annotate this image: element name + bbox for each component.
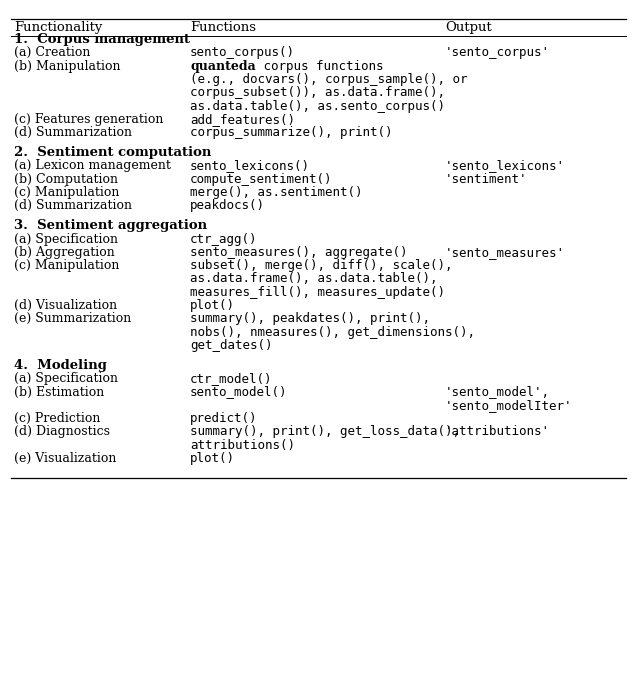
Text: (c) Manipulation: (c) Manipulation (14, 186, 120, 199)
Text: 4.  Modeling: 4. Modeling (14, 359, 107, 372)
Text: (e.g., docvars(), corpus_sample(), or: (e.g., docvars(), corpus_sample(), or (190, 73, 468, 86)
Text: add_features(): add_features() (190, 113, 295, 125)
Text: (a) Specification: (a) Specification (14, 372, 118, 385)
Text: (a) Lexicon management: (a) Lexicon management (14, 160, 171, 173)
Text: (a) Creation: (a) Creation (14, 46, 90, 59)
Text: merge(), as.sentiment(): merge(), as.sentiment() (190, 186, 363, 199)
Text: predict(): predict() (190, 412, 257, 425)
Text: summary(), print(), get_loss_data(),: summary(), print(), get_loss_data(), (190, 426, 460, 439)
Text: sento_measures(), aggregate(): sento_measures(), aggregate() (190, 246, 408, 258)
Text: Functionality: Functionality (14, 21, 102, 34)
Text: corpus_subset()), as.data.frame(),: corpus_subset()), as.data.frame(), (190, 86, 445, 99)
Text: (c) Manipulation: (c) Manipulation (14, 259, 120, 272)
Text: Output: Output (445, 21, 492, 34)
Text: nobs(), nmeasures(), get_dimensions(),: nobs(), nmeasures(), get_dimensions(), (190, 325, 475, 338)
Text: 'sento_modelIter': 'sento_modelIter' (445, 399, 572, 412)
Text: plot(): plot() (190, 299, 235, 312)
Text: (a) Specification: (a) Specification (14, 233, 118, 246)
Text: as.data.table(), as.sento_corpus(): as.data.table(), as.sento_corpus() (190, 100, 445, 113)
Text: sento_lexicons(): sento_lexicons() (190, 160, 310, 173)
Text: (b) Manipulation: (b) Manipulation (14, 59, 120, 72)
Text: subset(), merge(), diff(), scale(),: subset(), merge(), diff(), scale(), (190, 259, 452, 272)
Text: corpus functions: corpus functions (256, 59, 383, 72)
Text: 'sento_measures': 'sento_measures' (445, 246, 564, 258)
Text: (d) Visualization: (d) Visualization (14, 299, 117, 312)
Text: (c) Features generation: (c) Features generation (14, 113, 163, 125)
Text: (b) Computation: (b) Computation (14, 173, 118, 186)
Text: 'sento_corpus': 'sento_corpus' (445, 46, 550, 59)
Text: get_dates(): get_dates() (190, 339, 273, 352)
Text: ctr_agg(): ctr_agg() (190, 233, 257, 246)
Text: 1.  Corpus management: 1. Corpus management (14, 33, 190, 46)
Text: (d) Diagnostics: (d) Diagnostics (14, 426, 110, 439)
Text: as.data.frame(), as.data.table(),: as.data.frame(), as.data.table(), (190, 272, 438, 285)
Text: (c) Prediction: (c) Prediction (14, 412, 100, 425)
Text: measures_fill(), measures_update(): measures_fill(), measures_update() (190, 286, 445, 299)
Text: summary(), peakdates(), print(),: summary(), peakdates(), print(), (190, 312, 430, 325)
Text: 'sento_lexicons': 'sento_lexicons' (445, 160, 564, 173)
Text: 'attributions': 'attributions' (445, 426, 550, 439)
Text: sento_model(): sento_model() (190, 385, 287, 398)
Text: plot(): plot() (190, 452, 235, 465)
Text: 2.  Sentiment computation: 2. Sentiment computation (14, 146, 211, 159)
Text: 3.  Sentiment aggregation: 3. Sentiment aggregation (14, 219, 207, 232)
Text: (b) Estimation: (b) Estimation (14, 385, 104, 398)
Text: (d) Summarization: (d) Summarization (14, 199, 132, 212)
Text: (e) Summarization: (e) Summarization (14, 312, 131, 325)
Text: (e) Visualization: (e) Visualization (14, 452, 116, 465)
Text: 'sentiment': 'sentiment' (445, 173, 527, 186)
Text: Functions: Functions (190, 21, 256, 34)
Text: peakdocs(): peakdocs() (190, 199, 265, 212)
Text: sento_corpus(): sento_corpus() (190, 46, 295, 59)
Text: ctr_model(): ctr_model() (190, 372, 273, 385)
Text: quanteda: quanteda (190, 59, 256, 72)
Text: attributions(): attributions() (190, 439, 295, 451)
Text: (b) Aggregation: (b) Aggregation (14, 246, 115, 258)
Text: 'sento_model',: 'sento_model', (445, 385, 550, 398)
Text: (d) Summarization: (d) Summarization (14, 126, 132, 139)
Text: corpus_summarize(), print(): corpus_summarize(), print() (190, 126, 392, 139)
Text: compute_sentiment(): compute_sentiment() (190, 173, 333, 186)
